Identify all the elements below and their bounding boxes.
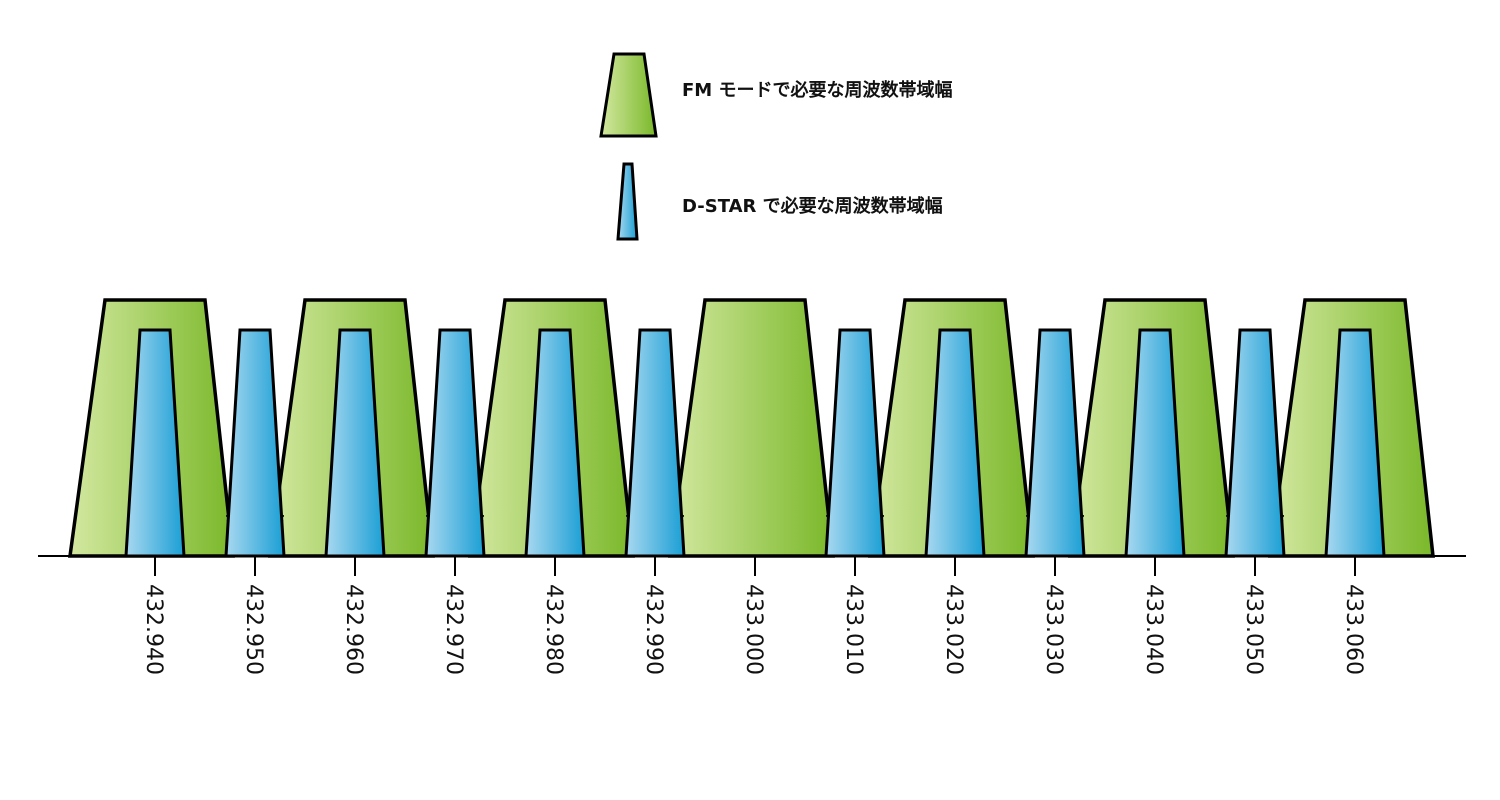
tick-label-433.020: 433.020 [941, 584, 966, 675]
dstar-layer [124, 328, 1386, 558]
tick-label-432.970: 432.970 [441, 584, 466, 675]
legend: FM モードで必要な周波数帯域幅 D-STAR で必要な周波数帯域幅 [599, 52, 952, 241]
legend-dstar-label: D-STAR で必要な周波数帯域幅 [682, 195, 943, 217]
tick-label-432.940: 432.940 [141, 584, 166, 675]
fm-channel-433.000 [667, 298, 835, 558]
tick-label-433.050: 433.050 [1241, 584, 1266, 675]
dstar-channel-433.010 [824, 328, 886, 558]
dstar-channel-432.970 [424, 328, 486, 558]
tick-label-433.010: 433.010 [841, 584, 866, 675]
legend-dstar-swatch [616, 162, 639, 241]
tick-label-433.000: 433.000 [741, 584, 766, 675]
legend-fm-swatch [599, 52, 658, 138]
tick-label-432.980: 432.980 [541, 584, 566, 675]
dstar-channel-432.990 [624, 328, 686, 558]
tick-label-433.030: 433.030 [1041, 584, 1066, 675]
tick-layer: 432.940 432.950 432.960 432.970 432.980 432.9… [141, 556, 1366, 675]
legend-fm-label: FM モードで必要な周波数帯域幅 [682, 79, 952, 101]
tick-label-432.950: 432.950 [241, 584, 266, 675]
dstar-channel-432.950 [224, 328, 286, 558]
tick-label-433.040: 433.040 [1141, 584, 1166, 675]
dstar-channel-433.030 [1024, 328, 1086, 558]
dstar-channel-433.050 [1224, 328, 1286, 558]
tick-label-432.960: 432.960 [341, 584, 366, 675]
tick-label-432.990: 432.990 [641, 584, 666, 675]
tick-label-433.060: 433.060 [1341, 584, 1366, 675]
